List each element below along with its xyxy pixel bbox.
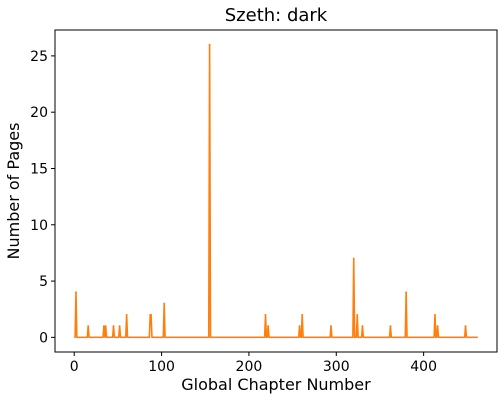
data-point (163, 302, 166, 305)
data-point (75, 291, 77, 294)
data-point (330, 325, 332, 328)
data-point (436, 325, 439, 328)
data-point (264, 313, 267, 316)
data-point (87, 325, 90, 328)
plot-area (54, 29, 498, 353)
data-point (464, 325, 467, 328)
data-point (434, 313, 436, 316)
data-point (267, 325, 270, 328)
data-point (125, 313, 128, 316)
plot-background (55, 30, 497, 352)
plot-frame (54, 29, 498, 353)
data-point (103, 325, 105, 328)
data-point (389, 325, 392, 328)
x-tick-label: 0 (70, 359, 79, 375)
y-tick-label: 20 (30, 105, 48, 121)
data-point (356, 313, 359, 316)
data-point (405, 291, 408, 294)
x-tick-label: 100 (148, 359, 175, 375)
y-tick-label: 25 (30, 49, 48, 65)
x-axis-label: Global Chapter Number (181, 375, 371, 394)
series-line (74, 43, 478, 339)
x-tick-label: 200 (236, 359, 263, 375)
y-tick-label: 15 (30, 161, 48, 177)
data-point (361, 325, 364, 328)
x-tick-label: 400 (410, 359, 437, 375)
data-point (104, 325, 107, 328)
data-point (301, 313, 304, 316)
data-point (112, 325, 115, 328)
x-tick-label: 300 (323, 359, 350, 375)
y-axis: 0 5 10 15 20 25 (30, 49, 55, 346)
x-axis: 0 100 200 300 400 (70, 352, 437, 375)
y-tick-label: 10 (30, 218, 48, 234)
y-tick-label: 5 (39, 274, 48, 290)
y-axis-label: Number of Pages (4, 123, 23, 260)
data-point (118, 325, 121, 328)
chart-title: Szeth: dark (225, 5, 328, 26)
data-point (150, 313, 152, 316)
data-point (352, 257, 355, 260)
series-layer (74, 43, 478, 339)
data-point (298, 325, 301, 328)
y-tick-label: 0 (39, 330, 48, 346)
data-point (208, 43, 211, 46)
